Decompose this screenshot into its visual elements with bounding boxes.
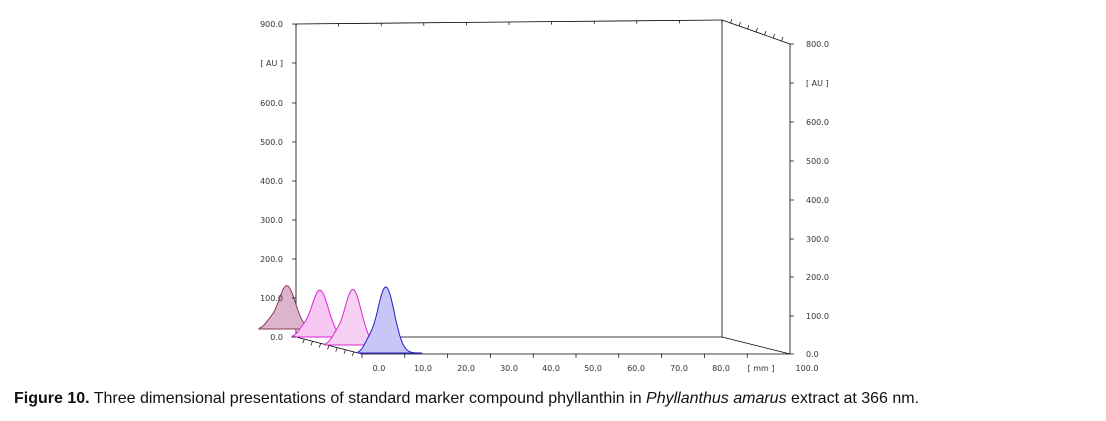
x-tick-label: 10.0 — [414, 364, 432, 373]
right-y-tick-label: 800.0 — [806, 40, 829, 49]
left-y-tick-label: 500.0 — [260, 138, 283, 147]
depth-tick — [755, 27, 758, 33]
right-y-tick-label: 100.0 — [806, 312, 829, 321]
x-tick-label: 40.0 — [542, 364, 560, 373]
left-y-tick-label: 0.0 — [270, 333, 283, 342]
x-tick-label: [ mm ] — [748, 364, 775, 373]
ticks-group — [292, 18, 794, 358]
right-y-tick-label: 0.0 — [806, 350, 819, 359]
depth-tick — [318, 343, 322, 348]
x-tick-label: 20.0 — [457, 364, 475, 373]
right-y-tick-label: 300.0 — [806, 235, 829, 244]
left-y-tick-label: 300.0 — [260, 216, 283, 225]
depth-tick — [747, 24, 750, 30]
depth-tick — [335, 347, 338, 352]
depth-tick — [772, 33, 775, 39]
right-y-tick-label: 200.0 — [806, 273, 829, 282]
x-tick-label: 0.0 — [373, 364, 386, 373]
depth-tick — [781, 36, 784, 42]
peaks-group — [258, 284, 423, 354]
x-tick-label: 70.0 — [670, 364, 688, 373]
x-tick-label: 50.0 — [584, 364, 602, 373]
floor-right-edge — [721, 336, 791, 355]
right-y-tick-label: 600.0 — [806, 118, 829, 127]
depth-tick — [764, 30, 767, 36]
left-y-tick-label: 100.0 — [260, 294, 283, 303]
left-y-tick-label: 400.0 — [260, 177, 283, 186]
tick-labels-group: 900.0 [ AU ] 600.0 500.0 400.0 300.0 200.0 100.… — [260, 20, 829, 373]
right-y-tick-label: [ AU ] — [806, 79, 829, 88]
depth-tick — [343, 349, 346, 354]
x-tick-label: 60.0 — [627, 364, 645, 373]
depth-tick — [738, 21, 741, 27]
depth-tick — [351, 351, 355, 356]
caption-species: Phyllanthus amarus — [646, 390, 787, 407]
left-y-tick-label: [ AU ] — [260, 59, 283, 68]
caption-label: Figure 10. — [14, 390, 90, 407]
x-tick-label: 100.0 — [796, 364, 819, 373]
peak-track-4 — [357, 286, 423, 354]
left-y-tick-label: 900.0 — [260, 20, 283, 29]
depth-tick — [302, 339, 305, 344]
depth-tick — [310, 341, 313, 346]
caption-text-before: Three dimensional presentations of stand… — [89, 390, 647, 407]
chart-frame — [295, 19, 791, 355]
depth-tick — [730, 18, 733, 24]
caption-text-after: extract at 366 nm. — [786, 390, 920, 407]
right-y-tick-label: 500.0 — [806, 157, 829, 166]
figure-caption: Figure 10. Three dimensional presentatio… — [14, 390, 1094, 408]
x-tick-label: 80.0 — [712, 364, 730, 373]
right-y-tick-label: 400.0 — [806, 196, 829, 205]
x-tick-label: 30.0 — [500, 364, 518, 373]
chart-3d: 900.0 [ AU ] 600.0 500.0 400.0 300.0 200.0 100.… — [258, 18, 829, 373]
left-y-tick-label: 200.0 — [260, 255, 283, 264]
depth-tick — [327, 345, 330, 350]
left-y-tick-label: 600.0 — [260, 99, 283, 108]
